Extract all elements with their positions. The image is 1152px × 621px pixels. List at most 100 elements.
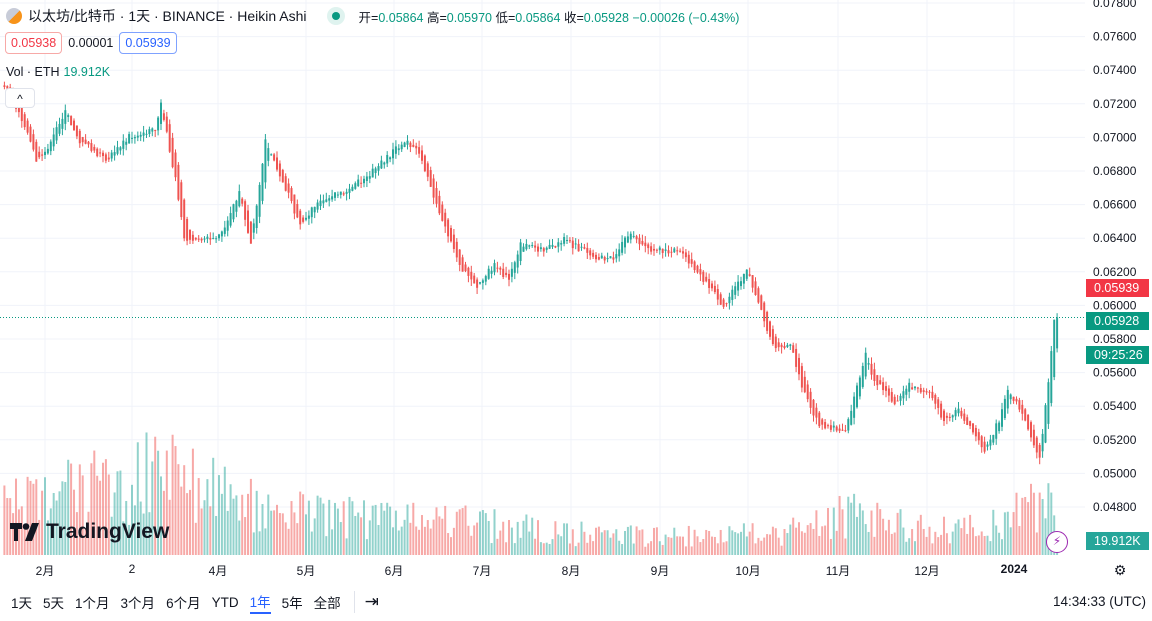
candle-body — [858, 377, 861, 397]
volume-bar — [734, 532, 737, 555]
collapse-legend-button[interactable]: ^ — [5, 88, 35, 108]
symbol-title[interactable]: 以太坊/比特币 · 1天 · BINANCE · Heikin Ashi — [28, 8, 307, 24]
volume-bar — [342, 501, 345, 555]
candle-body — [444, 212, 447, 227]
candle-body — [171, 137, 174, 168]
volume-bar — [751, 523, 754, 555]
volume-bar — [568, 543, 571, 555]
volume-bar — [931, 543, 934, 555]
volume-bar — [447, 533, 450, 555]
go-to-date-icon[interactable]: ⇥ — [364, 592, 379, 611]
candle-body — [310, 207, 313, 218]
candle-body — [484, 276, 487, 282]
volume-bar — [203, 500, 206, 555]
ohlc-values: 开=0.05864 高=0.05970 低=0.05864 收=0.05928 … — [358, 10, 740, 25]
candle-body — [441, 204, 444, 221]
candle-body — [400, 144, 403, 150]
volume-bar — [421, 515, 423, 555]
range-1y[interactable]: 1年 — [249, 591, 271, 614]
candle-body — [835, 426, 838, 431]
candle-body — [261, 163, 264, 201]
volume-bar — [490, 543, 493, 555]
candle-body — [653, 248, 655, 251]
candle-body — [725, 303, 728, 305]
sell-button[interactable]: 0.05938 — [5, 32, 63, 54]
volume-bar — [55, 500, 58, 555]
volume-bar — [461, 508, 464, 555]
volume-bar — [508, 520, 510, 555]
candle-body — [771, 329, 774, 345]
volume-bar — [206, 479, 209, 555]
candle-body — [974, 427, 977, 437]
candle-body — [90, 143, 93, 151]
volume-bar — [835, 530, 838, 555]
candle-body — [322, 200, 325, 204]
time-tick: 4月 — [208, 564, 228, 578]
candle-body — [165, 116, 168, 132]
candle-body — [742, 274, 745, 284]
candle-body — [676, 250, 679, 252]
range-1m[interactable]: 1个月 — [75, 596, 110, 611]
range-5y[interactable]: 5年 — [281, 596, 303, 611]
candle-body — [713, 285, 716, 293]
volume-bar — [1024, 496, 1027, 555]
volume-bar — [58, 491, 61, 555]
range-5d[interactable]: 5天 — [43, 596, 65, 611]
volume-bar — [110, 516, 113, 555]
volume-bar — [815, 510, 818, 555]
candle-body — [931, 391, 934, 399]
range-ytd[interactable]: YTD — [211, 594, 239, 610]
range-6m[interactable]: 6个月 — [166, 596, 201, 611]
candle-body — [856, 385, 858, 408]
settings-gear-icon[interactable]: ⚙ — [1113, 562, 1127, 578]
candle-body — [687, 254, 690, 264]
volume-bar — [75, 512, 78, 555]
volume-bar — [1012, 512, 1015, 555]
candle-body — [545, 247, 548, 250]
candle-body — [893, 396, 896, 405]
candle-body — [728, 296, 731, 304]
candle-body — [719, 294, 722, 305]
price-tick: 0.06600 — [1093, 198, 1137, 212]
volume-bar — [35, 479, 38, 555]
candle-body — [110, 152, 113, 159]
time-axis[interactable]: 2月 2 4月 5月 6月 7月 8月 9月 10月 11月 12月 2024 … — [0, 555, 1152, 583]
buy-button[interactable]: 0.05939 — [119, 32, 177, 54]
range-all[interactable]: 全部 — [313, 596, 341, 611]
candle-body — [389, 157, 392, 160]
candle-body — [479, 282, 481, 284]
candle-body — [783, 345, 786, 349]
volume-bar — [519, 537, 522, 555]
volume-bar — [1001, 539, 1003, 555]
volume-bar — [647, 543, 650, 555]
candle-body — [473, 275, 476, 284]
tradingview-logo[interactable]: TradingView — [10, 520, 169, 544]
range-3m[interactable]: 3个月 — [120, 596, 156, 611]
volume-bar — [786, 533, 789, 555]
volume-bar — [502, 521, 505, 555]
candle-body — [751, 275, 754, 288]
candle-body — [777, 342, 780, 348]
range-1d[interactable]: 1天 — [11, 596, 33, 611]
volume-bar — [270, 510, 273, 555]
candle-body — [307, 215, 310, 219]
volume-bar — [229, 484, 232, 555]
volume-bar — [49, 508, 52, 555]
volume-bar — [748, 531, 751, 555]
candle-body — [829, 425, 832, 430]
utc-clock[interactable]: 14:34:33 (UTC) — [1052, 594, 1146, 609]
candle-body — [983, 441, 986, 452]
candle-body — [951, 415, 954, 418]
candle-body — [67, 115, 70, 118]
candle-body — [249, 221, 252, 244]
candle-body — [412, 144, 415, 147]
price-chart[interactable]: 0.07800 0.07600 0.07400 0.07200 0.07000 0.068… — [0, 0, 1152, 555]
volume-bar — [621, 544, 624, 555]
volume-bar — [357, 512, 360, 555]
volume-bar — [963, 517, 966, 555]
lightning-icon[interactable]: ⚡ — [1046, 531, 1068, 553]
volume-bar — [380, 502, 383, 555]
candle-body — [99, 152, 102, 154]
candle-body — [757, 288, 760, 303]
volume-bar — [809, 523, 812, 555]
